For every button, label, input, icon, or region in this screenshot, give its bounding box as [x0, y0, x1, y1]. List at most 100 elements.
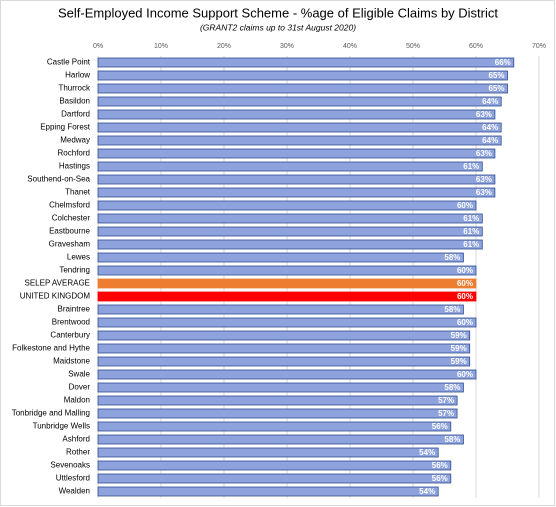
x-tick-label: 0%: [93, 43, 103, 50]
y-tick-label: Dartford: [61, 110, 90, 119]
value-label: 58%: [444, 305, 460, 314]
value-label: 63%: [476, 110, 492, 119]
value-label: 61%: [463, 162, 479, 171]
y-tick-label: Harlow: [65, 71, 90, 80]
value-label: 60%: [457, 201, 473, 210]
bar: [97, 96, 502, 107]
y-tick-label: Dover: [69, 383, 91, 392]
bar: [97, 486, 439, 497]
value-label: 54%: [419, 487, 435, 496]
value-label: 59%: [451, 357, 467, 366]
y-tick-label: Sevenoaks: [50, 461, 90, 470]
y-tick-label: Swale: [68, 370, 90, 379]
y-tick-label: Lewes: [67, 253, 90, 262]
x-tick-label: 30%: [280, 43, 294, 50]
bar: [97, 291, 477, 302]
bar: [97, 330, 471, 341]
y-tick-label: Braintree: [58, 305, 91, 314]
bar: [97, 57, 515, 68]
y-tick-label: Castle Point: [47, 58, 91, 67]
value-label: 63%: [476, 175, 492, 184]
bar: [97, 317, 477, 328]
bar: [97, 343, 471, 354]
y-tick-label: Gravesham: [49, 240, 91, 249]
x-tick-label: 70%: [532, 43, 546, 50]
value-label: 63%: [476, 149, 492, 158]
value-label: 60%: [457, 266, 473, 275]
bar: [97, 473, 452, 484]
value-label: 60%: [457, 292, 473, 301]
y-tick-label: Rother: [66, 448, 90, 457]
bar: [97, 460, 452, 471]
value-label: 61%: [463, 227, 479, 236]
value-label: 64%: [482, 123, 498, 132]
bar: [97, 239, 483, 250]
value-label: 58%: [444, 383, 460, 392]
value-label: 66%: [495, 58, 511, 67]
x-tick-label: 40%: [343, 43, 357, 50]
bar: [97, 187, 496, 198]
value-label: 60%: [457, 370, 473, 379]
bar: [97, 135, 502, 146]
bar: [97, 109, 496, 120]
y-tick-label: Epping Forest: [40, 123, 91, 132]
y-tick-label: Hastings: [59, 162, 90, 171]
y-tick-label: Eastbourne: [49, 227, 90, 236]
bar: [97, 382, 464, 393]
y-tick-label: Uttlesford: [56, 474, 90, 483]
y-tick-label: Colchester: [52, 214, 91, 223]
chart-subtitle: (GRANT2 claims up to 31st August 2020): [200, 22, 356, 32]
bar: [97, 421, 452, 432]
x-tick-label: 60%: [469, 43, 483, 50]
value-label: 60%: [457, 279, 473, 288]
value-label: 58%: [444, 435, 460, 444]
bar: [97, 408, 458, 419]
y-tick-label: Ashford: [62, 435, 90, 444]
bar: [97, 200, 477, 211]
bar: [97, 174, 496, 185]
value-label: 57%: [438, 396, 454, 405]
y-tick-label: Basildon: [59, 97, 90, 106]
y-tick-label: Brentwood: [52, 318, 90, 327]
x-tick-label: 50%: [406, 43, 420, 50]
y-tick-label: Southend-on-Sea: [27, 175, 90, 184]
bar: [97, 148, 496, 159]
value-label: 65%: [488, 71, 504, 80]
bar: [97, 369, 477, 380]
bar: [97, 161, 483, 172]
value-label: 54%: [419, 448, 435, 457]
y-tick-label: Maldon: [64, 396, 90, 405]
bar: [97, 356, 471, 367]
value-label: 63%: [476, 188, 492, 197]
value-label: 64%: [482, 97, 498, 106]
value-label: 65%: [488, 84, 504, 93]
value-label: 58%: [444, 253, 460, 262]
bar: [97, 447, 439, 458]
bar: [97, 434, 464, 445]
y-tick-label: Tendring: [59, 266, 90, 275]
y-tick-label: Medway: [60, 136, 90, 145]
value-label: 61%: [463, 240, 479, 249]
y-tick-label: Thurrock: [58, 84, 91, 93]
x-tick-label: 10%: [154, 43, 168, 50]
bar: [97, 265, 477, 276]
y-tick-label: Canterbury: [50, 331, 90, 340]
bar: [97, 395, 458, 406]
y-tick-label: Rochford: [58, 149, 90, 158]
y-tick-label: Tunbridge Wells: [33, 422, 90, 431]
bar: [97, 70, 508, 81]
y-tick-label: SELEP AVERAGE: [24, 279, 90, 288]
value-label: 56%: [432, 474, 448, 483]
y-tick-label: Wealden: [59, 487, 90, 496]
value-label: 57%: [438, 409, 454, 418]
y-tick-label: Thanet: [65, 188, 91, 197]
bar: [97, 83, 508, 94]
bar: [97, 278, 477, 289]
value-label: 59%: [451, 344, 467, 353]
bar: [97, 122, 502, 133]
chart-title: Self-Employed Income Support Scheme - %a…: [58, 5, 498, 20]
bar: [97, 304, 464, 315]
y-tick-label: Tonbridge and Malling: [12, 409, 90, 418]
value-label: 56%: [432, 422, 448, 431]
